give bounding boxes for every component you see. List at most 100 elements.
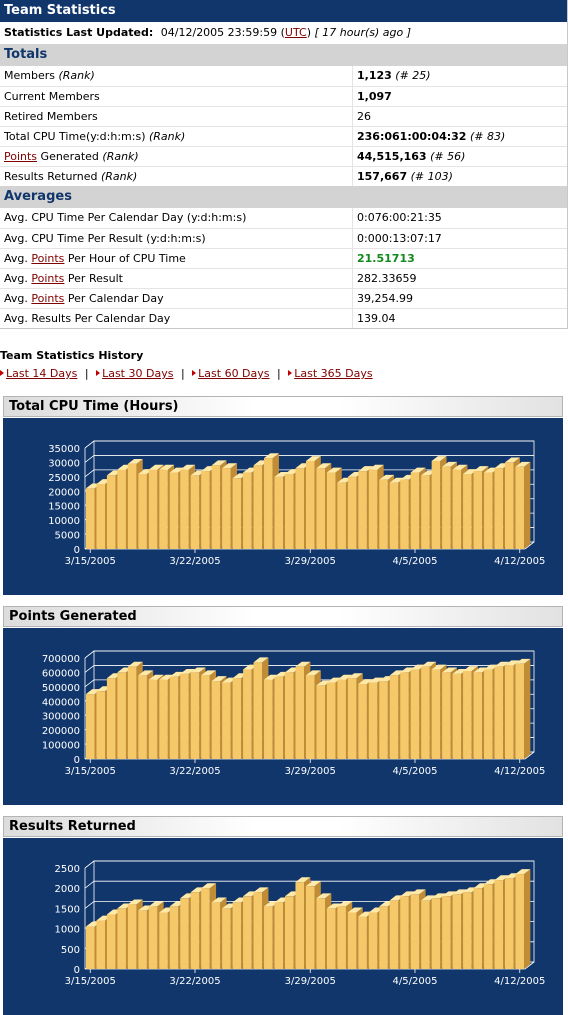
- bar-front: [127, 904, 137, 969]
- bar-front: [211, 902, 221, 969]
- rank-value: (# 25): [395, 69, 431, 82]
- link-last-60-days[interactable]: Last 60 Days: [198, 367, 270, 380]
- bar-front: [243, 669, 252, 759]
- bar-front: [400, 896, 409, 969]
- avg-row-cpu-result: Avg. CPU Time Per Result (y:d:h:m:s) 0:0…: [0, 228, 567, 248]
- bar-front: [264, 906, 273, 969]
- history-range-links: Last 14 Days | Last 30 Days | Last 60 Da…: [0, 367, 373, 380]
- points-link[interactable]: Points: [31, 292, 65, 305]
- bar-top: [264, 453, 279, 459]
- bar-top: [389, 477, 405, 483]
- avg-row-results-day: Avg. Results Per Calendar Day 139.04: [0, 308, 567, 328]
- x-tick-label: 4/12/2005: [494, 766, 545, 777]
- points-link[interactable]: Points: [31, 272, 65, 285]
- link-last-365-days[interactable]: Last 365 Days: [294, 367, 373, 380]
- points-link[interactable]: Points: [31, 252, 65, 265]
- stat-row-members: Members (Rank) 1,123 (# 25): [0, 66, 567, 86]
- bar-top: [452, 464, 468, 470]
- bar-front: [442, 466, 451, 549]
- y-tick-label: 2500: [55, 864, 80, 875]
- stat-row-points: Points Generated (Rank) 44,515,163 (# 56…: [0, 146, 567, 166]
- bar-top: [295, 877, 311, 883]
- bar-front: [463, 892, 472, 969]
- bar-top: [159, 464, 175, 470]
- stat-label: Per Calendar Day: [67, 292, 164, 305]
- chart-title-results: Results Returned: [3, 816, 563, 837]
- avg-row-cpu-day: Avg. CPU Time Per Calendar Day (y:d:h:m:…: [0, 208, 567, 228]
- bar-top: [431, 893, 447, 899]
- stat-label: Retired Members: [4, 110, 98, 123]
- bar-front: [169, 472, 179, 549]
- bar-front: [494, 666, 504, 759]
- bar-front: [243, 472, 252, 549]
- bar-front: [180, 673, 189, 759]
- arrow-right-icon: [288, 370, 293, 376]
- separator: |: [277, 367, 281, 380]
- bar-front: [159, 469, 168, 549]
- x-tick-label: 3/29/2005: [285, 766, 336, 777]
- y-tick-label: 10000: [48, 516, 80, 527]
- link-last-30-days[interactable]: Last 30 Days: [102, 367, 174, 380]
- y-tick-label: 30000: [48, 458, 80, 469]
- bar-top: [316, 463, 332, 469]
- bar-top: [421, 661, 437, 667]
- bar-top: [347, 673, 363, 679]
- rank-value: (# 56): [430, 150, 466, 163]
- bar-top: [379, 474, 395, 480]
- bar-front: [410, 472, 420, 549]
- chart-points: 0 100000 200000 300000 400000 500000 600000 700…: [3, 628, 563, 805]
- link-last-14-days[interactable]: Last 14 Days: [6, 367, 78, 380]
- bar-top: [463, 469, 478, 474]
- y-tick-label: 15000: [48, 502, 80, 513]
- x-tick-label: 4/5/2005: [393, 976, 438, 987]
- stat-label: Results Returned: [4, 170, 98, 183]
- y-tick-label: 0: [74, 545, 80, 556]
- last-updated-datetime: 04/12/2005 23:59:59: [160, 26, 278, 39]
- bar-top: [264, 674, 279, 680]
- bar-top: [305, 670, 321, 676]
- bar-top: [85, 689, 101, 695]
- floor-edge: [524, 541, 535, 550]
- bar: [515, 658, 531, 759]
- bar-front: [431, 669, 441, 759]
- bar-top: [180, 464, 196, 470]
- bar-front: [463, 473, 472, 549]
- points-link[interactable]: Points: [4, 150, 38, 163]
- grid-diagonal: [84, 679, 95, 688]
- bar-top: [410, 467, 426, 473]
- bar-top: [442, 667, 458, 673]
- bar-front: [85, 926, 95, 969]
- bar-front: [368, 682, 378, 759]
- utc-link[interactable]: UTC: [284, 26, 307, 39]
- avg-prefix: Avg.: [4, 252, 28, 265]
- avg-row-points-hour: Avg. Points Per Hour of CPU Time 21.5171…: [0, 248, 567, 268]
- bar-top: [253, 657, 269, 663]
- bar-top: [400, 667, 416, 673]
- bar-front: [284, 672, 294, 759]
- bar-front: [463, 670, 472, 759]
- bar-front: [117, 908, 126, 969]
- bar-top: [389, 670, 405, 676]
- bar-top: [305, 456, 321, 461]
- grid-diagonal: [84, 650, 95, 659]
- bar-front: [504, 878, 514, 969]
- bar-front: [96, 920, 106, 969]
- bar-front: [190, 475, 200, 549]
- chart-cpu-time: 0 5000 10000 15000 20000 25000 30000 35000 3/15/…: [3, 418, 563, 595]
- y-tick-label: 100000: [42, 741, 80, 752]
- totals-heading: Totals: [0, 44, 567, 66]
- bar-front: [389, 900, 399, 969]
- bar-front: [421, 475, 430, 549]
- bar-front: [410, 894, 420, 969]
- bar: [515, 461, 531, 549]
- bar-top: [305, 881, 321, 887]
- bar-front: [421, 900, 430, 969]
- bar-front: [389, 482, 399, 549]
- bar-top: [211, 897, 227, 903]
- x-tick-label: 3/15/2005: [65, 766, 116, 777]
- chart-results: 0 500 1000 1500 2000 2500 3/15/2005 3/22/2005 3/…: [3, 838, 563, 1015]
- bar-front: [316, 898, 326, 969]
- stat-value: 0:000:13:07:17: [357, 232, 442, 245]
- bar-front: [232, 478, 242, 549]
- bar-front: [326, 682, 336, 759]
